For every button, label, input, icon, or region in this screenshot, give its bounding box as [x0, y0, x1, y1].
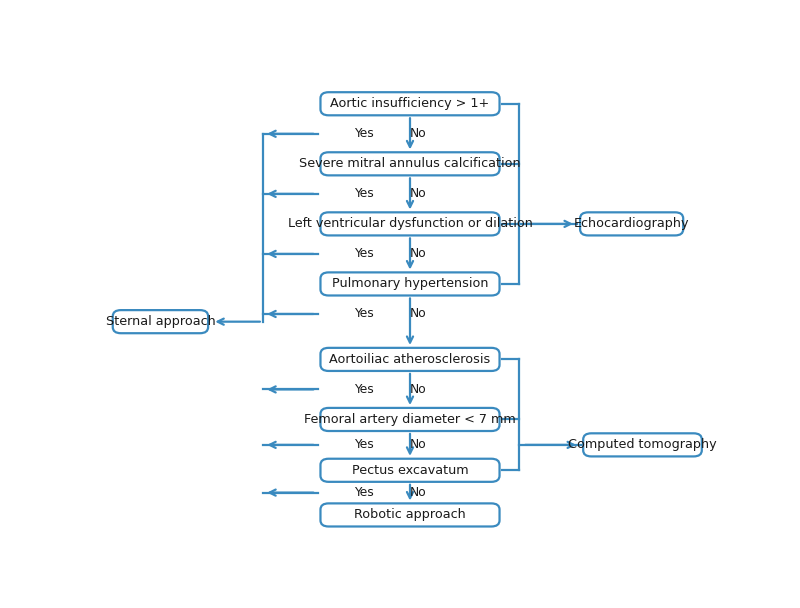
- Text: No: No: [410, 187, 426, 201]
- FancyBboxPatch shape: [321, 92, 499, 116]
- Text: Pulmonary hypertension: Pulmonary hypertension: [332, 277, 488, 291]
- Text: Robotic approach: Robotic approach: [354, 508, 466, 522]
- Text: Yes: Yes: [354, 308, 374, 320]
- Text: Yes: Yes: [354, 438, 374, 451]
- Text: Yes: Yes: [354, 486, 374, 499]
- FancyBboxPatch shape: [321, 212, 499, 235]
- FancyBboxPatch shape: [321, 458, 499, 482]
- Text: Computed tomography: Computed tomography: [568, 438, 717, 451]
- Text: Echocardiography: Echocardiography: [574, 218, 690, 230]
- Text: Aortic insufficiency > 1+: Aortic insufficiency > 1+: [330, 97, 490, 110]
- Text: Aortoiliac atherosclerosis: Aortoiliac atherosclerosis: [330, 353, 490, 366]
- FancyBboxPatch shape: [583, 434, 702, 457]
- Text: No: No: [410, 247, 426, 260]
- Text: No: No: [410, 308, 426, 320]
- FancyBboxPatch shape: [321, 348, 499, 371]
- Text: Severe mitral annulus calcification: Severe mitral annulus calcification: [299, 157, 521, 170]
- Text: No: No: [410, 486, 426, 499]
- FancyBboxPatch shape: [580, 212, 683, 235]
- Text: Pectus excavatum: Pectus excavatum: [352, 464, 468, 477]
- Text: Yes: Yes: [354, 127, 374, 140]
- FancyBboxPatch shape: [321, 503, 499, 527]
- Text: Sternal approach: Sternal approach: [106, 315, 215, 328]
- FancyBboxPatch shape: [321, 408, 499, 431]
- Text: Left ventricular dysfunction or dilation: Left ventricular dysfunction or dilation: [287, 218, 533, 230]
- FancyBboxPatch shape: [113, 310, 208, 333]
- Text: No: No: [410, 383, 426, 396]
- FancyBboxPatch shape: [321, 272, 499, 295]
- Text: No: No: [410, 438, 426, 451]
- Text: Yes: Yes: [354, 187, 374, 201]
- Text: Yes: Yes: [354, 247, 374, 260]
- Text: No: No: [410, 127, 426, 140]
- FancyBboxPatch shape: [321, 152, 499, 175]
- Text: Yes: Yes: [354, 383, 374, 396]
- Text: Femoral artery diameter < 7 mm: Femoral artery diameter < 7 mm: [304, 413, 516, 426]
